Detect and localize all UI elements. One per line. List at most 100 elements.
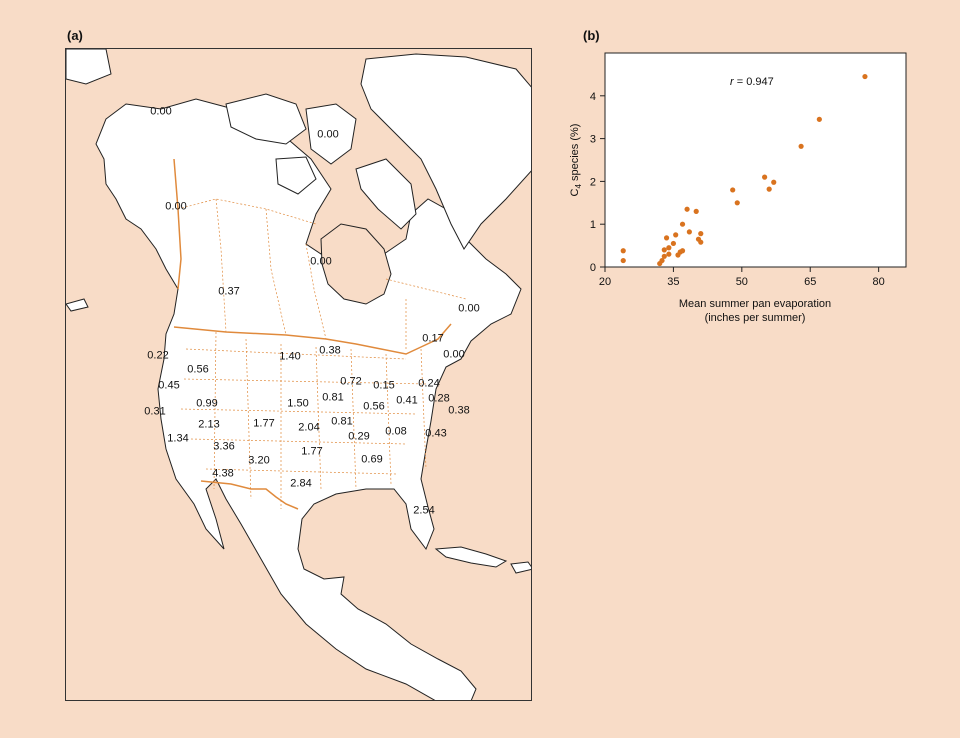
scatter-points [620, 73, 868, 267]
x-tick-label: 65 [804, 276, 816, 288]
scatter-point [771, 179, 777, 185]
map-value-california-north: 0.31 [144, 405, 166, 418]
scatter-point [730, 187, 736, 193]
baffin-island [355, 158, 417, 230]
map-value-prairies: 0.37 [218, 285, 240, 298]
scatter-point [698, 239, 704, 245]
map-value-minnesota: 0.38 [319, 344, 341, 357]
map-value-labrador: 0.00 [458, 302, 480, 315]
hudson-bay-water [320, 223, 392, 305]
scatter-point [679, 221, 686, 227]
map-drawing [66, 49, 531, 700]
map-value-georgia: 0.69 [361, 453, 383, 466]
state-borders [177, 198, 467, 509]
map-value-california-south: 1.34 [167, 432, 189, 445]
map-value-virginia: 0.08 [385, 425, 407, 438]
map-value-new-mexico: 3.20 [248, 454, 270, 467]
map-value-maritimes: 0.00 [443, 348, 465, 361]
y-tick-label: 4 [590, 91, 596, 103]
map-value-colorado: 1.77 [253, 417, 275, 430]
x-tick-label: 80 [873, 276, 885, 288]
aleutian-islands [66, 298, 89, 312]
scatter-point [684, 206, 690, 212]
y-axis-ticks: 0 1 2 3 4 [590, 91, 605, 274]
scatter-point [698, 231, 704, 237]
canada-us-border [173, 323, 452, 355]
scatter-point [816, 116, 822, 122]
map-value-oklahoma: 1.77 [301, 445, 323, 458]
scatter-point [693, 208, 699, 214]
scatter-point [734, 200, 740, 206]
map-value-illinois: 0.56 [363, 400, 385, 413]
map-value-iowa: 0.81 [322, 391, 344, 404]
scatter-plot: 20 35 50 65 80 0 1 2 3 4 r = 0.947 Mean summer p… [569, 52, 907, 324]
scatter-point [659, 257, 665, 264]
map-value-missouri: 0.81 [331, 415, 353, 428]
plot-area [604, 52, 907, 268]
map-value-idaho: 0.99 [196, 397, 218, 410]
arctic-island-3 [275, 156, 317, 195]
map-value-michigan: 0.15 [373, 379, 395, 392]
map-value-baja: 4.38 [212, 467, 234, 480]
us-mexico-border [200, 480, 299, 510]
north-america-map: 0.00 0.00 0.00 0.00 0.37 0.00 0.17 0.00 … [65, 48, 532, 701]
map-value-kentucky: 0.29 [348, 430, 370, 443]
map-value-yukon: 0.00 [165, 200, 187, 213]
arctic-island-4 [66, 49, 112, 85]
scatter-point [620, 248, 626, 254]
scatter-point [661, 253, 667, 259]
x-tick-label: 50 [736, 276, 748, 288]
map-value-quebec-east: 0.17 [422, 332, 444, 345]
panel-a-label: (a) [67, 28, 83, 43]
map-value-florida: 2.54 [413, 504, 435, 517]
x-axis-ticks: 20 35 50 65 80 [599, 267, 885, 288]
x-tick-label: 20 [599, 276, 611, 288]
map-value-alaska-north: 0.00 [150, 105, 172, 118]
map-value-pennsylvania: 0.28 [428, 392, 450, 405]
map-value-hudson-bay: 0.00 [310, 255, 332, 268]
map-value-wisconsin: 0.72 [340, 375, 362, 388]
map-value-washington: 0.22 [147, 349, 169, 362]
country-borders [173, 158, 452, 510]
scatter-point [661, 247, 667, 253]
map-value-carolina: 0.43 [425, 427, 447, 440]
scatter-point [798, 143, 804, 149]
map-value-arizona: 3.36 [213, 440, 235, 453]
alaska-canada-border [173, 158, 182, 290]
arctic-island-1 [225, 93, 307, 145]
scatter-point [686, 229, 692, 235]
x-axis-label-line1: Mean summer pan evaporation [679, 298, 831, 310]
greenland-shape [360, 53, 531, 250]
scatter-point [762, 174, 768, 180]
map-value-texas: 2.84 [290, 477, 312, 490]
map-value-nevada: 2.13 [198, 418, 220, 431]
scatter-point [620, 257, 626, 264]
scatter-point [673, 232, 679, 238]
r-annotation: r = 0.947 [730, 76, 774, 88]
x-tick-label: 35 [667, 276, 679, 288]
scatter-point [666, 251, 672, 257]
map-value-ohio: 0.41 [396, 394, 418, 407]
scatter-point [666, 245, 672, 251]
y-tick-label: 3 [590, 134, 596, 146]
y-tick-label: 2 [590, 176, 596, 188]
scatter-point [679, 248, 686, 254]
continent-shape [95, 98, 522, 700]
map-value-dakota: 1.40 [279, 350, 301, 363]
map-value-montana: 0.56 [187, 363, 209, 376]
y-tick-label: 0 [590, 262, 596, 274]
cuba-shape [434, 546, 508, 568]
map-value-new-york: 0.24 [418, 377, 440, 390]
map-value-oregon: 0.45 [158, 379, 180, 392]
map-value-nebraska: 1.50 [287, 397, 309, 410]
map-value-kansas: 2.04 [298, 421, 320, 434]
scatter-point [862, 73, 868, 80]
scatter-point [670, 240, 677, 247]
panel-b-label: (b) [583, 28, 600, 43]
land-masses [66, 49, 531, 700]
map-value-arctic-islands: 0.00 [317, 128, 339, 141]
hispaniola-shape [510, 561, 531, 574]
map-value-new-jersey: 0.38 [448, 404, 470, 417]
y-axis-label: C4 species (%) [569, 124, 583, 197]
x-axis-label-line2: (inches per summer) [705, 312, 806, 324]
